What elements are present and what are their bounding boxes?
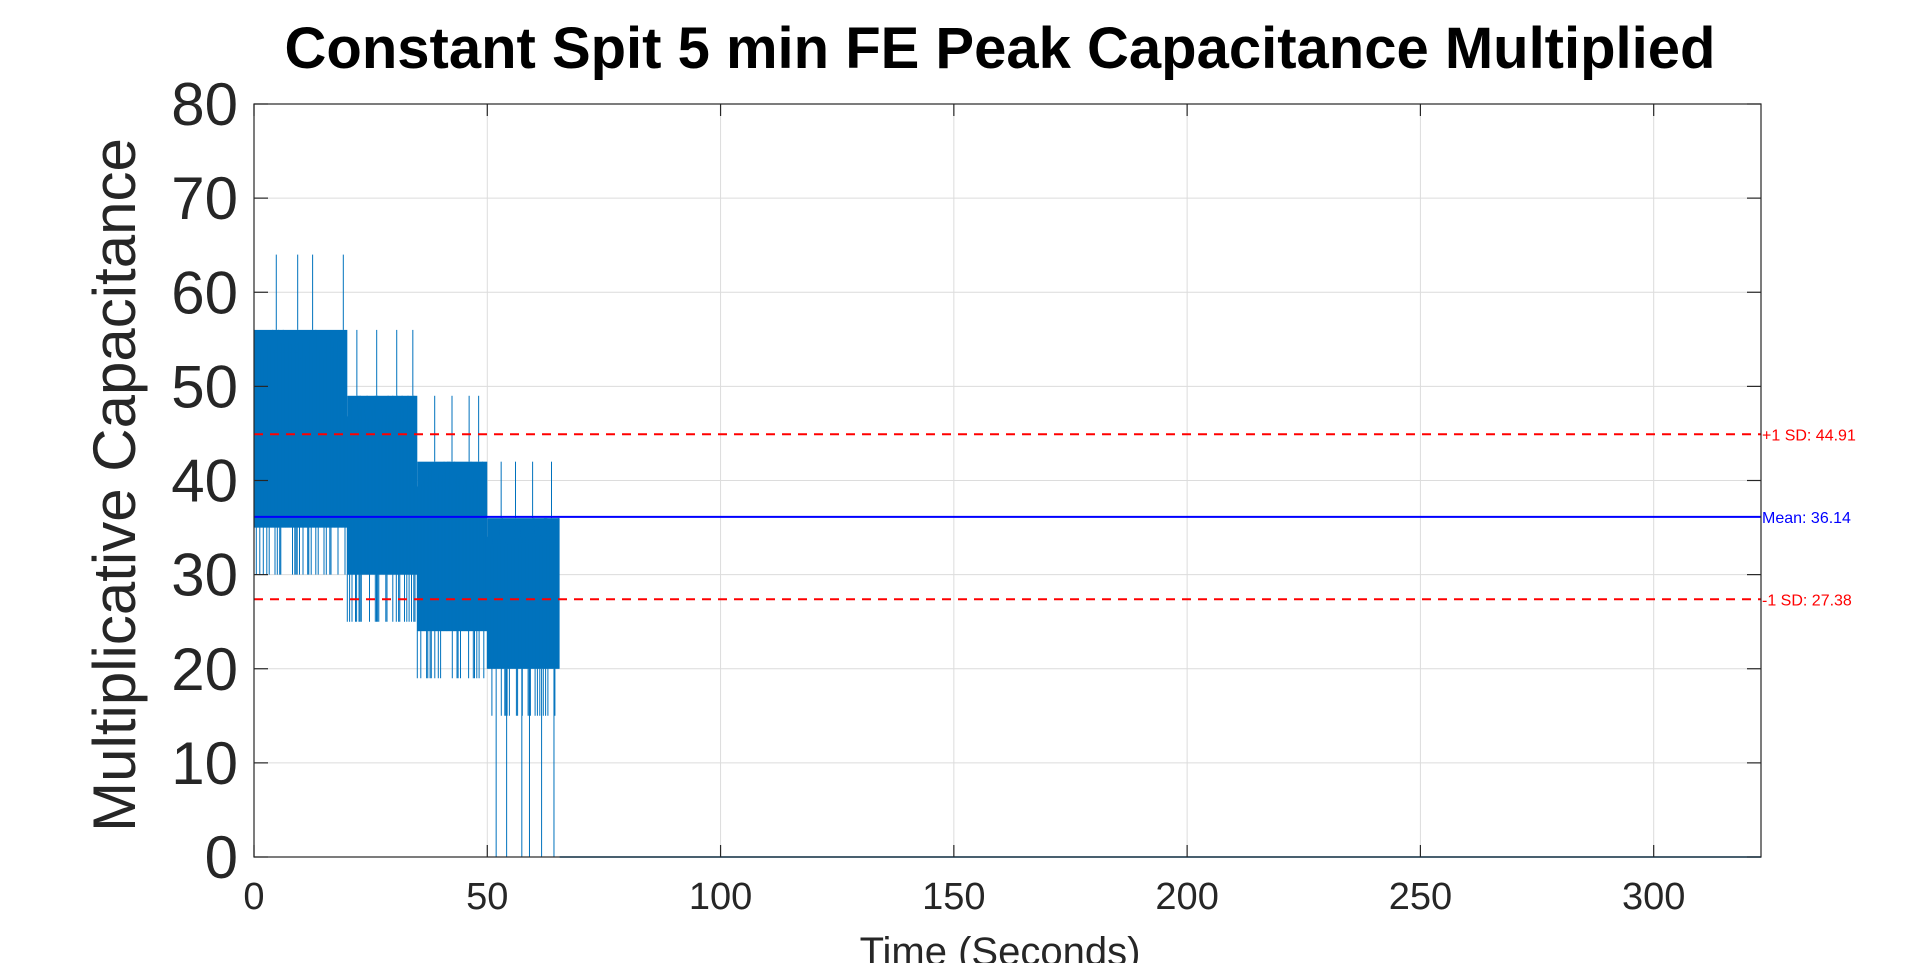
y-tick-label: 50 — [171, 353, 238, 420]
y-tick-label: 0 — [205, 824, 238, 891]
reference-lines — [254, 433, 1761, 601]
y-tick-label: 80 — [171, 71, 238, 138]
x-tick-label: 100 — [689, 876, 752, 918]
x-tick-label: 150 — [922, 876, 985, 918]
reference-label: -1 SD: 27.38 — [1762, 592, 1852, 609]
y-tick-label: 70 — [171, 165, 238, 232]
signal-noise — [486, 518, 559, 716]
x-tick-label: 200 — [1155, 876, 1218, 918]
data-series — [253, 254, 1761, 858]
signal-noise — [346, 395, 417, 622]
y-tick-label: 20 — [171, 636, 238, 703]
reference-labels: +1 SD: 44.91 Mean: 36.14 -1 SD: 27.38 — [1762, 427, 1856, 609]
chart-title: Constant Spit 5 min FE Peak Capacitance … — [285, 16, 1716, 81]
reference-label: Mean: 36.14 — [1762, 510, 1851, 527]
y-tick-labels: 0 10 20 30 40 50 60 70 80 — [171, 71, 238, 891]
y-tick-label: 40 — [171, 448, 238, 515]
axis-ticks — [253, 103, 1761, 858]
y-tick-label: 30 — [171, 542, 238, 609]
y-tick-label: 10 — [171, 730, 238, 797]
x-tick-label: 300 — [1622, 876, 1685, 918]
x-axis-label: Time (Seconds) — [860, 930, 1141, 963]
x-tick-label: 50 — [466, 876, 508, 918]
x-tick-labels: 0 50 100 150 200 250 300 — [243, 876, 1685, 918]
y-tick-label: 60 — [171, 259, 238, 326]
signal-noise — [416, 461, 487, 679]
x-tick-label: 250 — [1389, 876, 1452, 918]
y-axis-label: Multiplicative Capacitance — [81, 138, 148, 832]
x-tick-label: 0 — [243, 876, 264, 918]
reference-label: +1 SD: 44.91 — [1762, 427, 1856, 444]
